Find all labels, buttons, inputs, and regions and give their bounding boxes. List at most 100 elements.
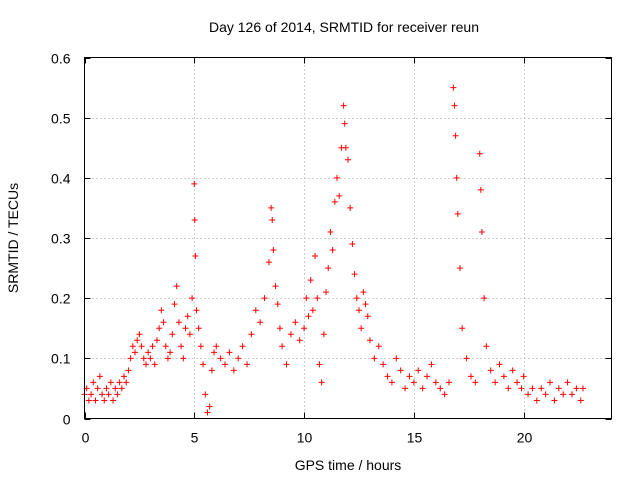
data-point [402,385,409,392]
data-point [453,174,460,181]
chart-title: Day 126 of 2014, SRMTID for receiver reu… [209,19,479,35]
data-point [538,385,545,392]
data-point [142,361,149,368]
data-point [269,216,276,223]
data-point [375,343,382,350]
data-point [211,349,218,356]
data-point [175,319,182,326]
data-point [272,283,279,290]
data-point [355,307,362,314]
data-point [121,373,128,380]
data-point [296,337,303,344]
data-point [428,361,435,368]
x-tick-label: 0 [82,430,90,446]
data-point [169,331,176,338]
data-point [276,325,283,332]
data-point [364,313,371,320]
data-point [419,385,426,392]
data-point [178,343,185,350]
data-point [127,355,134,362]
x-tick-label: 5 [191,430,199,446]
data-point [192,253,199,260]
data-points [81,84,586,416]
data-point [334,174,341,181]
data-point [424,373,431,380]
data-point [320,331,327,338]
data-point [518,385,525,392]
data-point [191,216,198,223]
x-tick-label: 10 [297,430,313,446]
data-point [96,373,103,380]
data-point [206,403,213,410]
data-point [230,367,237,374]
y-tick-label: 0.1 [51,351,71,367]
data-point [358,325,365,332]
data-point [140,355,147,362]
data-point [191,180,198,187]
data-point [325,265,332,272]
data-point [99,391,106,398]
data-point [145,349,152,356]
y-tick-label: 0.5 [51,111,71,127]
data-point [114,391,121,398]
data-point [446,379,453,386]
data-point [509,367,516,374]
data-point [268,204,275,211]
data-point [279,343,286,350]
data-point [193,307,200,314]
data-point [180,355,187,362]
data-point [186,331,193,338]
data-point [579,385,586,392]
data-point [533,397,540,404]
data-point [450,84,457,91]
data-point [362,301,369,308]
data-point [341,120,348,127]
data-point [397,367,404,374]
data-point [147,355,154,362]
data-point [195,325,202,332]
data-point [274,301,281,308]
data-point [112,385,119,392]
data-point [456,265,463,272]
y-tick-label: 0.3 [51,231,71,247]
data-point [182,325,189,332]
data-point [132,349,139,356]
data-point [248,331,255,338]
data-point [318,379,325,386]
data-point [496,361,503,368]
data-point [500,373,507,380]
y-tick-label: 0.6 [51,51,71,67]
y-tick-label: 0.2 [51,291,71,307]
data-point [217,355,224,362]
data-point [451,102,458,109]
data-point [208,367,215,374]
data-point [329,247,336,254]
data-point [287,331,294,338]
data-point [393,355,400,362]
data-point [243,361,250,368]
data-point [477,186,484,193]
data-point [257,319,264,326]
data-point [505,385,512,392]
data-point [555,385,562,392]
data-point [94,385,101,392]
data-point [235,355,242,362]
data-point [184,313,191,320]
data-point [547,379,554,386]
data-point [110,397,117,404]
data-point [564,379,571,386]
data-point [90,379,97,386]
data-point [305,313,312,320]
data-point [463,355,470,362]
data-point [316,361,323,368]
data-point [162,343,169,350]
data-point [384,373,391,380]
data-point [415,367,422,374]
data-point [164,355,171,362]
y-tick-label: 0.4 [51,171,71,187]
data-point [483,343,490,350]
axis-ticks [84,57,612,420]
data-point [481,295,488,302]
data-point [160,319,167,326]
